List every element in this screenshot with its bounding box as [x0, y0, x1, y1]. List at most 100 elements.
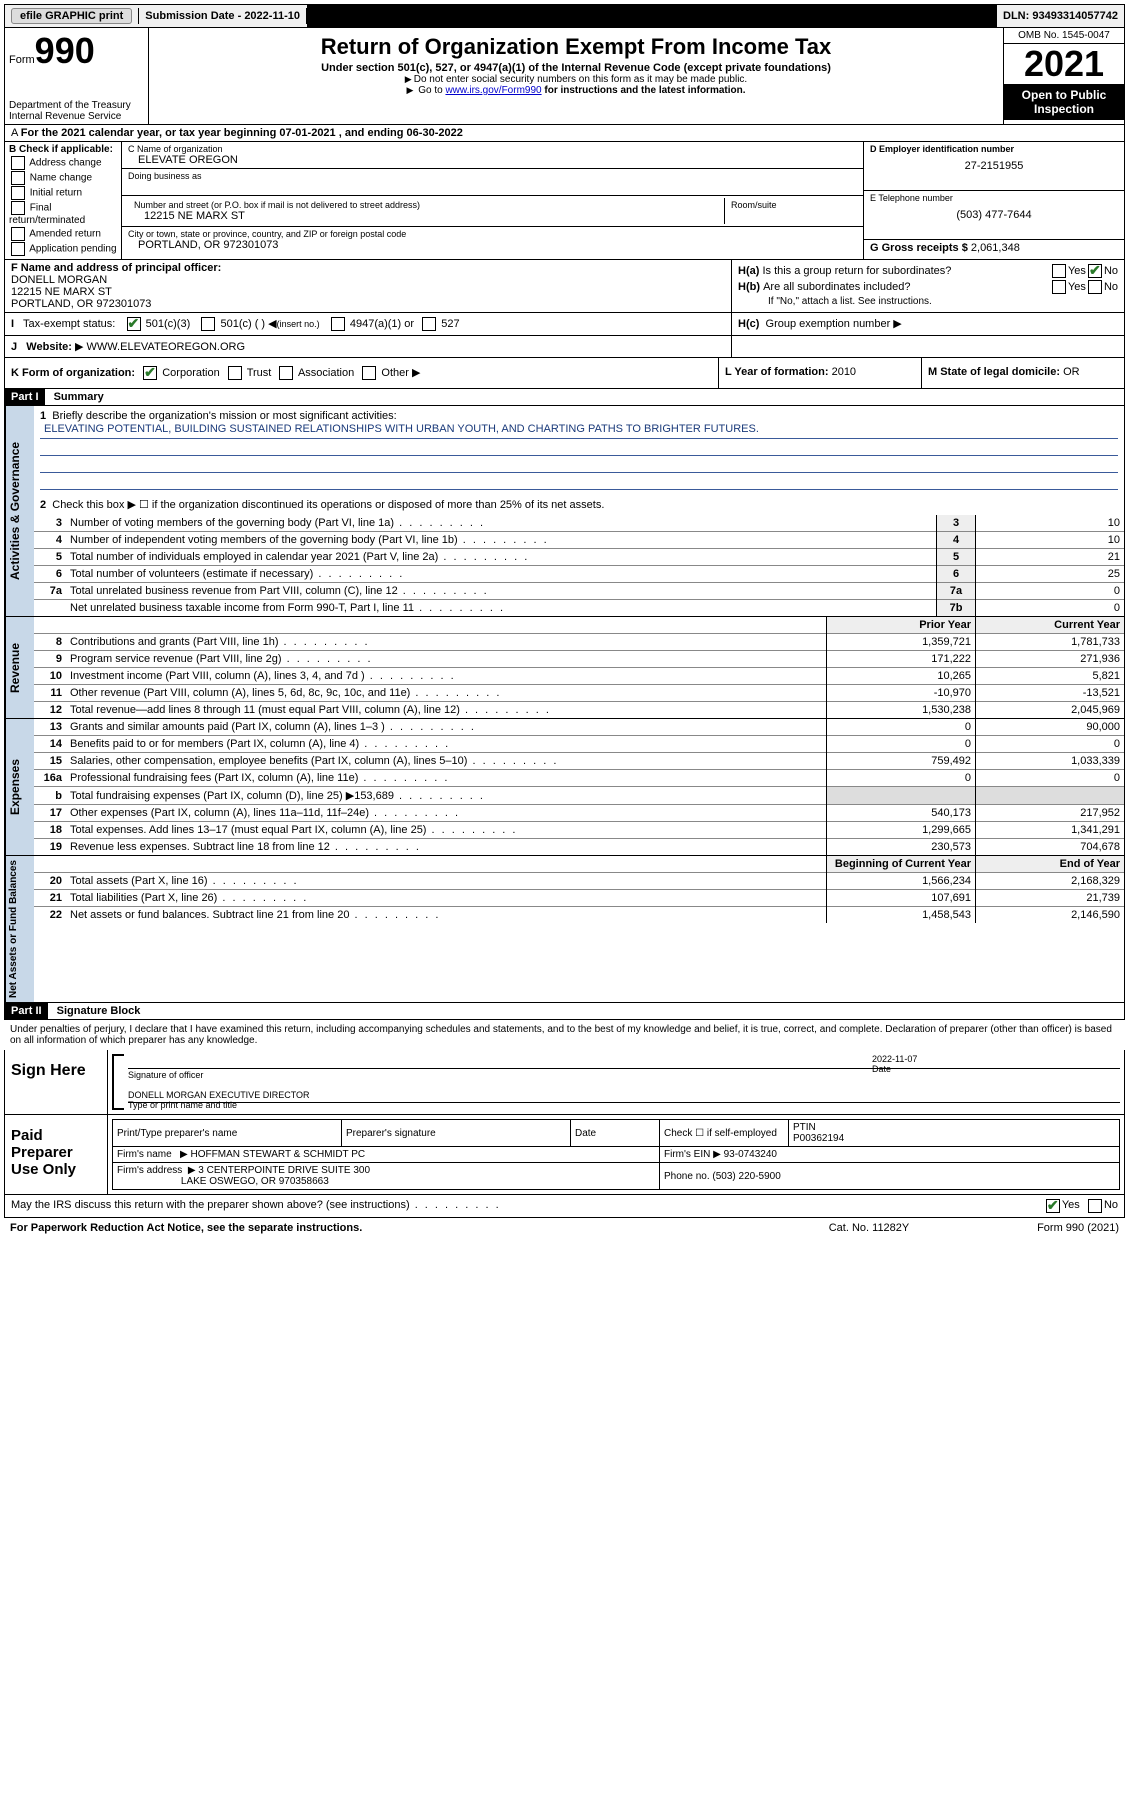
firm-phone-label: Phone no. [664, 1171, 710, 1182]
check-corporation[interactable] [143, 366, 157, 380]
check-other[interactable] [362, 366, 376, 380]
col-current: End of Year [976, 856, 1125, 873]
line-desc: Grants and similar amounts paid (Part IX… [66, 719, 827, 736]
line-desc: Contributions and grants (Part VIII, lin… [66, 634, 827, 651]
dln: DLN: 93493314057742 [997, 8, 1124, 24]
line-num: 12 [34, 702, 66, 719]
revenue-table: Prior Year Current Year8 Contributions a… [34, 617, 1124, 718]
sig-date-label: Date [872, 1064, 891, 1074]
omb-number: OMB No. 1545-0047 [1004, 28, 1124, 44]
ha-yes-check[interactable] [1052, 264, 1066, 278]
check-association[interactable] [279, 366, 293, 380]
firm-addr2: LAKE OSWEGO, OR 970358663 [181, 1176, 329, 1187]
sig-name-label: Type or print name and title [128, 1100, 237, 1110]
governance-table: 3 Number of voting members of the govern… [34, 515, 1124, 616]
line-num: 13 [34, 719, 66, 736]
check-amended[interactable]: Amended return [9, 227, 117, 241]
open-inspection: Open to Public Inspection [1004, 84, 1124, 120]
l-value: 2010 [832, 366, 856, 378]
line-num: 19 [34, 839, 66, 856]
line-prior: 1,299,665 [827, 822, 976, 839]
check-name-change[interactable]: Name change [9, 171, 117, 185]
hb-no-check[interactable] [1088, 280, 1102, 294]
firm-addr1: 3 CENTERPOINTE DRIVE SUITE 300 [198, 1165, 370, 1176]
mission-blank1 [40, 439, 1118, 456]
check-4947[interactable] [331, 317, 345, 331]
line-prior: 0 [827, 770, 976, 787]
hb-yes-check[interactable] [1052, 280, 1066, 294]
netassets-table: Beginning of Current Year End of Year20 … [34, 856, 1124, 923]
line-prior: 230,573 [827, 839, 976, 856]
check-address-change[interactable]: Address change [9, 156, 117, 170]
line-current: 1,781,733 [976, 634, 1125, 651]
form-prefix: Form [9, 54, 35, 66]
hb-note: If "No," attach a list. See instructions… [738, 296, 1118, 307]
firm-name-label: Firm's name [117, 1149, 172, 1160]
hb-prefix: H(b) [738, 281, 760, 293]
form-number: 990 [35, 30, 95, 71]
check-final-return[interactable]: Final return/terminated [9, 201, 117, 226]
gross-receipts-label: G Gross receipts $ [870, 242, 968, 254]
ha-no-check[interactable] [1088, 264, 1102, 278]
ha-prefix: H(a) [738, 265, 759, 277]
tax-year-line: A For the 2021 calendar year, or tax yea… [4, 125, 1125, 142]
officer-addr1: 12215 NE MARX ST [11, 286, 112, 298]
sign-here-label: Sign Here [5, 1050, 108, 1114]
line-desc: Investment income (Part VIII, column (A)… [66, 668, 827, 685]
irs-link[interactable]: www.irs.gov/Form990 [445, 85, 541, 96]
penalty-statement: Under penalties of perjury, I declare th… [4, 1020, 1125, 1050]
check-527[interactable] [422, 317, 436, 331]
addr-label: Number and street (or P.O. box if mail i… [134, 200, 718, 210]
line-num: 8 [34, 634, 66, 651]
line-prior: -10,970 [827, 685, 976, 702]
tax-year: 2021 [1004, 44, 1124, 84]
line-box: 7b [937, 600, 976, 617]
line-num: b [34, 787, 66, 805]
line-desc: Total number of individuals employed in … [66, 549, 937, 566]
discuss-yes-check[interactable] [1046, 1199, 1060, 1213]
check-initial-return[interactable]: Initial return [9, 186, 117, 200]
check-application-pending[interactable]: Application pending [9, 242, 117, 256]
check-501c3[interactable] [127, 317, 141, 331]
firm-name: HOFFMAN STEWART & SCHMIDT PC [191, 1149, 366, 1160]
form-header: Form990 Department of the Treasury Inter… [4, 28, 1125, 125]
mission-blank2 [40, 456, 1118, 473]
note-goto-suffix: for instructions and the latest informat… [544, 85, 745, 96]
j-prefix: J [11, 341, 17, 353]
hb-label: Are all subordinates included? [763, 281, 1050, 293]
line-num: 10 [34, 668, 66, 685]
discuss-no-check[interactable] [1088, 1199, 1102, 1213]
part1-title: Summary [48, 389, 110, 405]
line-desc: Total liabilities (Part X, line 26) [66, 890, 827, 907]
line-prior: 0 [827, 736, 976, 753]
line-current: 0 [976, 736, 1125, 753]
check-501c[interactable] [201, 317, 215, 331]
line2-text: Check this box ▶ ☐ if the organization d… [52, 499, 604, 511]
phone-label: E Telephone number [870, 193, 1118, 203]
line-desc: Total number of volunteers (estimate if … [66, 566, 937, 583]
line-current: 1,033,339 [976, 753, 1125, 770]
line-desc: Total unrelated business revenue from Pa… [66, 583, 937, 600]
firm-phone: (503) 220-5900 [712, 1171, 780, 1182]
line-num: 7a [34, 583, 66, 600]
line-num: 4 [34, 532, 66, 549]
line-desc: Total assets (Part X, line 16) [66, 873, 827, 890]
paid-preparer-label: Paid Preparer Use Only [5, 1115, 108, 1194]
mission-text: ELEVATING POTENTIAL, BUILDING SUSTAINED … [40, 422, 1118, 439]
dba-label: Doing business as [128, 171, 857, 181]
firm-ein-label: Firm's EIN [664, 1149, 710, 1160]
hc-prefix: H(c) [738, 318, 759, 330]
line-desc: Other revenue (Part VIII, column (A), li… [66, 685, 827, 702]
check-trust[interactable] [228, 366, 242, 380]
col-prior: Beginning of Current Year [827, 856, 976, 873]
note-goto-prefix: Go to [418, 85, 445, 96]
line-current: 5,821 [976, 668, 1125, 685]
page-footer: For Paperwork Reduction Act Notice, see … [4, 1218, 1125, 1238]
ha-label: Is this a group return for subordinates? [762, 265, 1050, 277]
efile-print-button[interactable]: efile GRAPHIC print [11, 8, 132, 24]
org-name-label: C Name of organization [128, 144, 857, 154]
line-num: 20 [34, 873, 66, 890]
irs-label: Internal Revenue Service [9, 111, 144, 122]
line-prior: 1,359,721 [827, 634, 976, 651]
line-val: 10 [976, 532, 1125, 549]
